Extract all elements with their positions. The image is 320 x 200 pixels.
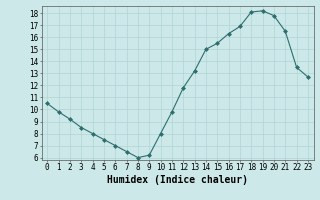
X-axis label: Humidex (Indice chaleur): Humidex (Indice chaleur): [107, 175, 248, 185]
